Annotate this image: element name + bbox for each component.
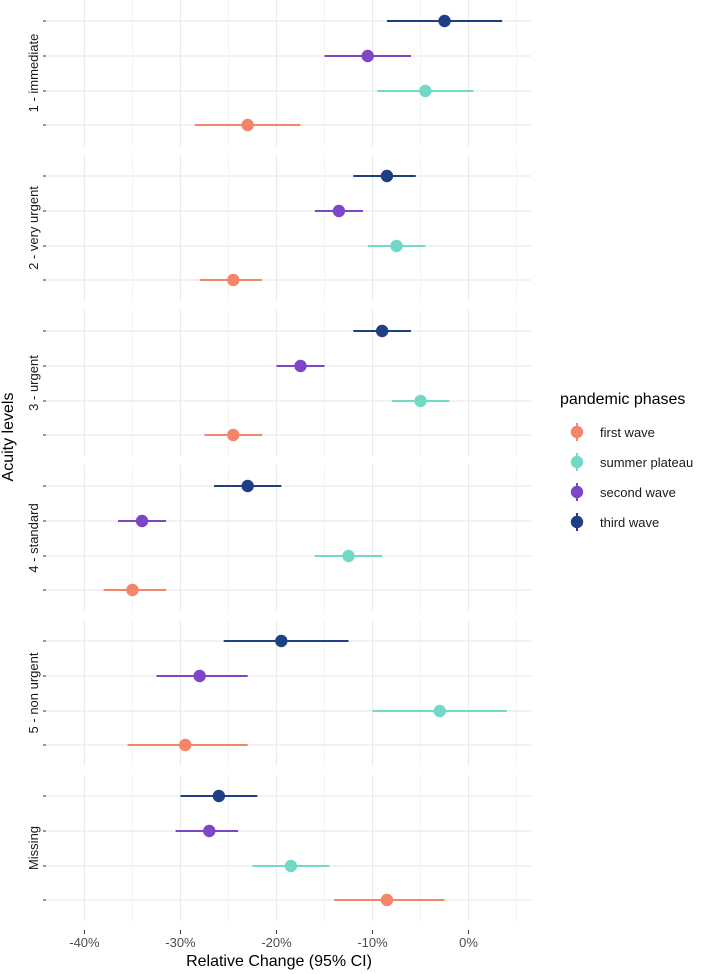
estimate-point <box>227 273 240 287</box>
facet-strip-label: 2 - very urgent <box>26 186 41 270</box>
estimate-point <box>332 204 346 218</box>
facet-panels: 1 - immediate 2 - very urgent 3 - urgent 4 … <box>24 0 531 921</box>
legend-key-point <box>570 455 584 469</box>
facet-panel: 3 - urgent <box>24 310 531 456</box>
legend-label: second wave <box>600 485 676 500</box>
legend-label: first wave <box>600 425 655 440</box>
estimate-point <box>179 738 192 752</box>
estimate-point <box>342 549 355 563</box>
estimate-point <box>419 84 432 98</box>
facet-strip <box>24 775 42 921</box>
facet-strip <box>24 465 42 611</box>
facet-strip <box>24 155 42 301</box>
facet-panel: Missing <box>24 775 531 921</box>
estimate-point <box>390 239 403 253</box>
facet-strip <box>24 620 42 766</box>
estimate-point <box>241 479 254 493</box>
legend-title: pandemic phases <box>560 391 685 408</box>
x-tick-label: -40% <box>69 935 100 950</box>
estimate-point <box>284 859 298 873</box>
facet-strip-label: 3 - urgent <box>26 355 41 411</box>
facet-strip-label: 1 - immediate <box>26 34 41 113</box>
facet-panel: 5 - non urgent <box>24 620 531 766</box>
estimate-point <box>135 514 149 528</box>
estimate-point <box>126 583 139 597</box>
estimate-point <box>414 394 427 408</box>
estimate-point <box>380 893 394 907</box>
facet-panel: 4 - standard <box>24 465 531 611</box>
facet-strip-label: 5 - non urgent <box>26 652 41 733</box>
legend: pandemic phases first wave summer plateau… <box>560 391 693 531</box>
y-axis-title: Acuity levels <box>0 393 17 482</box>
facet-strip-label: 4 - standard <box>26 503 41 572</box>
legend-label: third wave <box>600 515 659 530</box>
estimate-point <box>203 824 216 838</box>
x-tick-label: -20% <box>261 935 292 950</box>
facet-panel: 2 - very urgent <box>24 155 531 301</box>
estimate-point <box>275 634 288 648</box>
legend-key-point <box>570 515 584 529</box>
facet-strip <box>24 0 42 146</box>
x-tick-label: -30% <box>165 935 196 950</box>
estimate-point <box>212 789 226 803</box>
x-tick-label: 0% <box>459 935 478 950</box>
estimate-point <box>227 428 240 442</box>
estimate-point <box>433 704 446 718</box>
legend-key-point <box>570 485 584 499</box>
estimate-point <box>241 118 254 132</box>
x-axis: -40% -30% -20% -10% 0% <box>69 930 478 950</box>
estimate-point <box>380 169 394 183</box>
estimate-point <box>294 359 307 373</box>
facet-strip-label: Missing <box>26 826 41 870</box>
x-tick-label: -10% <box>357 935 388 950</box>
estimate-point <box>193 669 206 683</box>
legend-key-point <box>570 425 584 439</box>
facet-strip <box>24 310 42 456</box>
estimate-point <box>438 14 451 28</box>
legend-label: summer plateau <box>600 455 693 470</box>
facet-panel: 1 - immediate <box>24 0 531 146</box>
estimate-point <box>361 49 374 63</box>
estimate-point <box>375 324 389 338</box>
x-axis-title: Relative Change (95% CI) <box>186 953 372 970</box>
